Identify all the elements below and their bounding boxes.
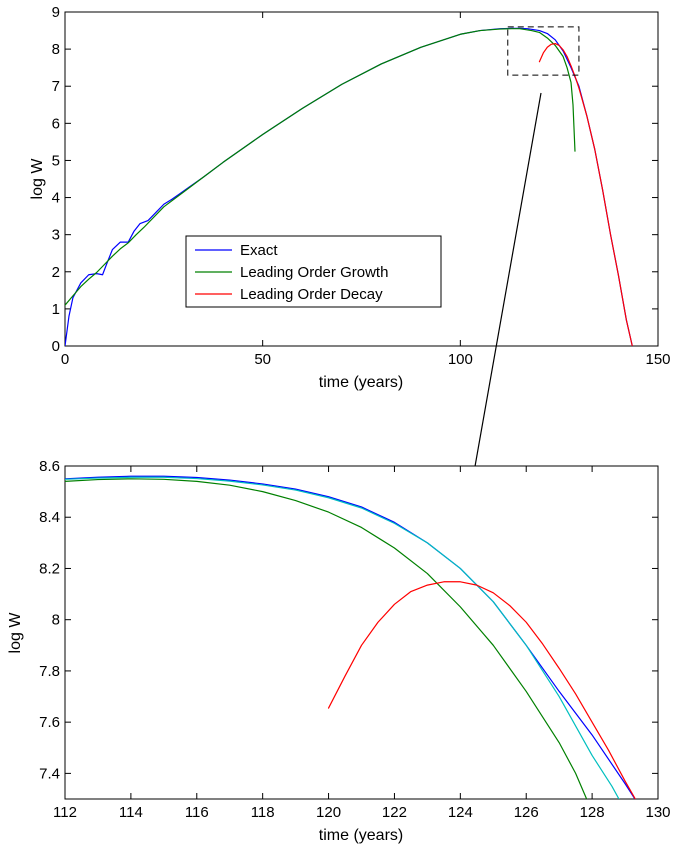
top-x-axis-label: time (years) — [319, 374, 403, 391]
legend-item-growth: Leading Order Growth — [195, 264, 388, 281]
legend-label-growth: Leading Order Growth — [240, 264, 388, 281]
series-line-1 — [65, 28, 576, 306]
y-tick-label: 8.6 — [39, 458, 60, 475]
x-tick-label: 116 — [185, 804, 209, 821]
legend: Exact Leading Order Growth Leading Order… — [185, 235, 442, 308]
y-tick-label: 8 — [52, 41, 60, 58]
bottom-series — [65, 475, 636, 799]
bottom-plot-frame — [64, 465, 659, 800]
series-line-2 — [538, 42, 633, 346]
series-line-2 — [65, 478, 588, 799]
top-y-axis-label: log W — [29, 158, 46, 200]
y-tick-label: 8.4 — [39, 509, 60, 526]
y-tick-label: 7 — [52, 78, 60, 95]
top-y-ticks: 0 1 2 3 4 5 6 7 8 9 — [52, 4, 658, 355]
legend-item-exact: Exact — [195, 242, 278, 259]
bottom-y-axis-label: log W — [7, 612, 24, 654]
bottom-x-ticks: 112 114 116 118 120 122 124 126 128 130 — [53, 466, 671, 821]
y-tick-label: 5 — [52, 152, 60, 169]
zoom-arrow — [462, 92, 542, 524]
y-tick-label: 2 — [52, 264, 60, 281]
y-tick-label: 7.4 — [39, 765, 60, 782]
x-tick-label: 120 — [316, 804, 341, 821]
x-tick-label: 0 — [61, 351, 69, 368]
top-x-ticks: 0 50 100 150 — [61, 12, 671, 368]
x-tick-label: 150 — [645, 351, 670, 368]
top-series — [65, 27, 633, 346]
y-tick-label: 8 — [52, 612, 60, 629]
x-tick-label: 126 — [514, 804, 539, 821]
bottom-y-ticks: 7.4 7.6 7.8 8 8.2 8.4 8.6 — [39, 458, 658, 782]
zoom-box — [507, 26, 580, 76]
x-tick-label: 118 — [251, 804, 275, 821]
legend-item-decay: Leading Order Decay — [195, 286, 383, 303]
y-tick-label: 3 — [52, 227, 60, 244]
y-tick-label: 7.6 — [39, 714, 60, 731]
x-tick-label: 128 — [580, 804, 605, 821]
y-tick-label: 7.8 — [39, 663, 60, 680]
x-tick-label: 114 — [119, 804, 143, 821]
series-line-1 — [65, 476, 620, 799]
x-tick-label: 112 — [53, 804, 77, 821]
x-tick-label: 100 — [448, 351, 473, 368]
y-tick-label: 1 — [52, 301, 60, 318]
y-tick-label: 8.2 — [39, 560, 60, 577]
y-tick-label: 6 — [52, 115, 60, 132]
y-tick-label: 4 — [52, 190, 60, 207]
series-line-0 — [65, 475, 636, 799]
x-tick-label: 130 — [645, 804, 670, 821]
y-tick-label: 0 — [52, 338, 60, 355]
x-tick-label: 122 — [382, 804, 407, 821]
x-tick-label: 124 — [448, 804, 473, 821]
legend-label-exact: Exact — [240, 242, 278, 259]
bottom-panel: 112 114 116 118 120 122 124 126 128 130 7.4 7.6 7.8… — [7, 458, 671, 844]
x-tick-label: 50 — [254, 351, 271, 368]
legend-label-decay: Leading Order Decay — [240, 286, 383, 303]
bottom-x-axis-label: time (years) — [319, 827, 403, 844]
y-tick-label: 9 — [52, 4, 60, 21]
series-line-3 — [327, 581, 636, 799]
